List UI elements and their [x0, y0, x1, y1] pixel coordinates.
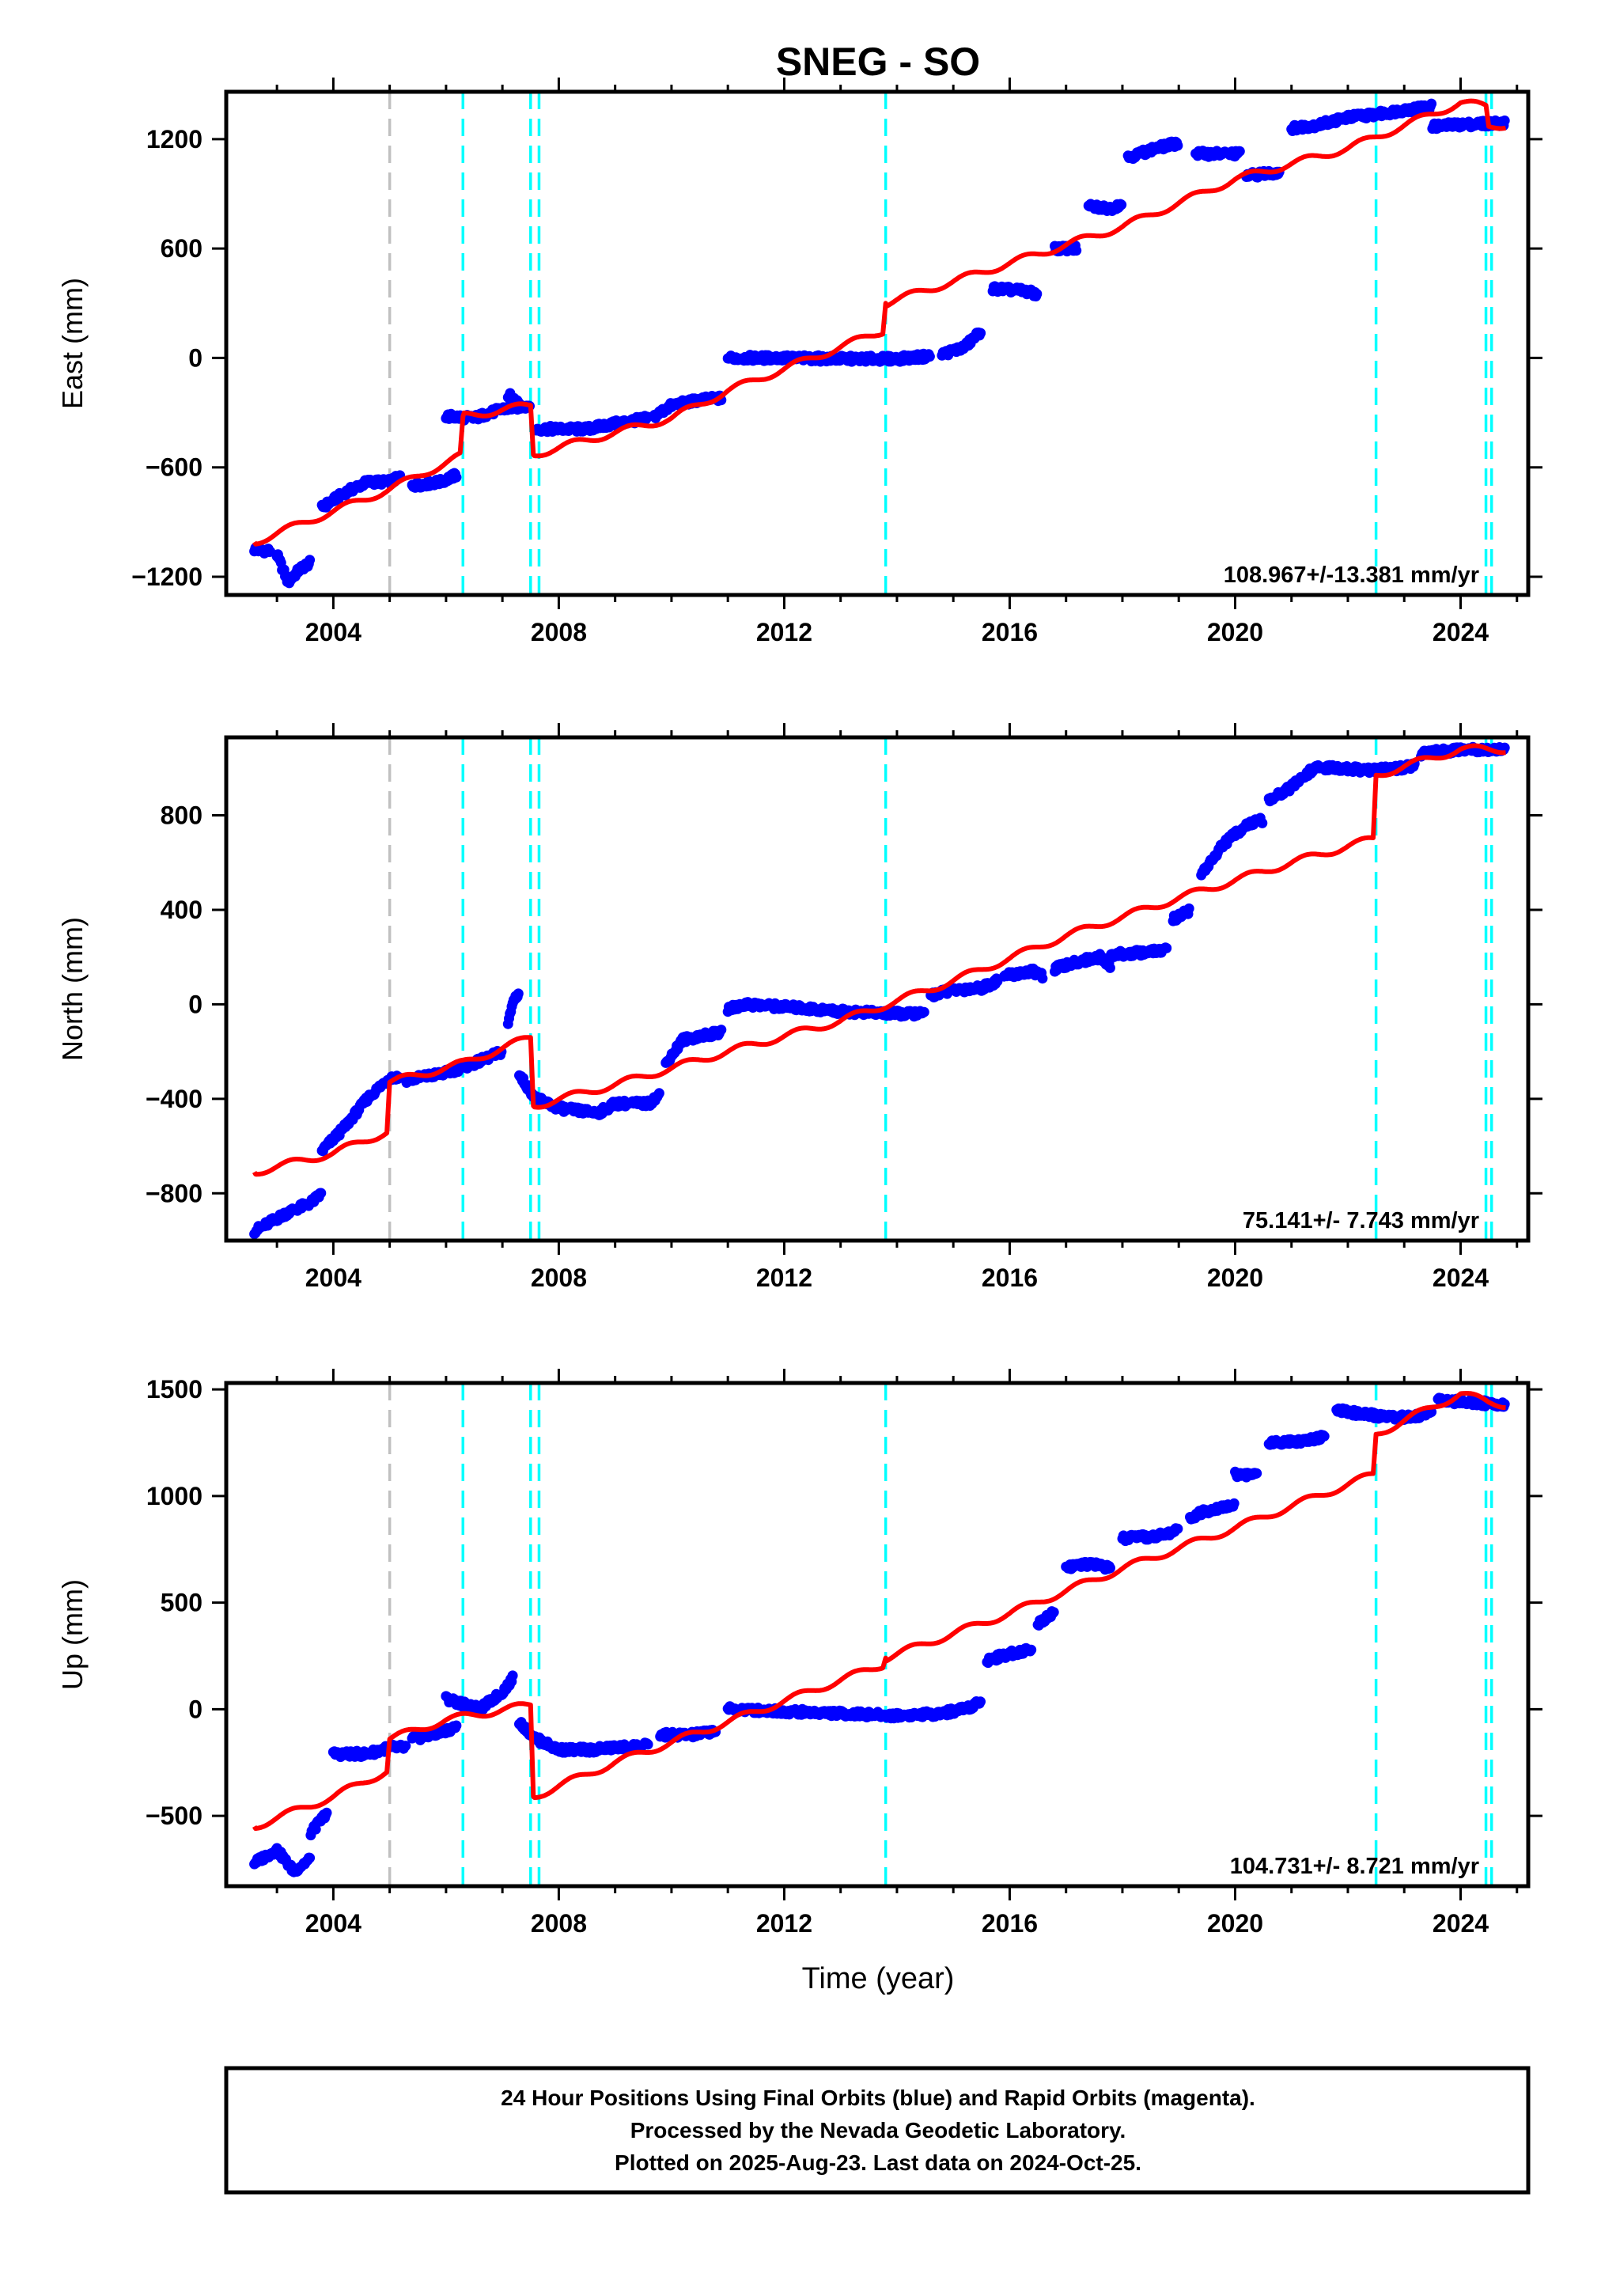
up-x-tick-label: 2004 — [305, 1909, 361, 1938]
east-position-dot — [1071, 245, 1082, 256]
north-y-tick-label: 800 — [161, 801, 202, 830]
east-x-tick-label: 2024 — [1433, 618, 1489, 646]
up-x-tick-label: 2016 — [982, 1909, 1038, 1938]
north-position-dot — [1257, 817, 1268, 828]
up-y-tick-label: −500 — [146, 1802, 202, 1830]
up-model-line — [252, 1391, 1508, 1832]
east-position-dot — [975, 328, 986, 339]
up-position-dot — [975, 1696, 986, 1707]
up-position-dot — [1319, 1430, 1330, 1442]
up-position-dot — [400, 1741, 411, 1752]
east-rate-label: 108.967+/-13.381 mm/yr — [1224, 563, 1479, 588]
east-position-dot — [1234, 146, 1245, 157]
east-x-tick-label: 2012 — [756, 618, 812, 646]
up-x-tick-label: 2024 — [1433, 1909, 1489, 1938]
up-panel: 2004 2008 2012 2016 2020 2024 −500 0 500 1000 1500… — [56, 1369, 1542, 1938]
north-daily-positions — [249, 741, 1510, 1240]
east-position-dot — [305, 555, 316, 566]
north-position-dot — [513, 988, 524, 999]
north-position-dot — [1104, 962, 1115, 973]
east-x-tick-label: 2020 — [1207, 618, 1263, 646]
up-position-dot — [642, 1739, 653, 1750]
east-y-tick-label: −600 — [146, 453, 202, 482]
up-position-dot — [1048, 1607, 1059, 1618]
east-x-tick-label: 2016 — [982, 618, 1038, 646]
up-y-tick-label: 1500 — [146, 1375, 202, 1404]
footer-line-3: Plotted on 2025-Aug-23. Last data on 202… — [615, 2150, 1141, 2175]
east-position-dot — [924, 351, 935, 362]
east-y-tick-label: −1200 — [131, 563, 202, 591]
north-position-dot — [1037, 973, 1048, 984]
up-position-dot — [321, 1807, 332, 1818]
x-axis-label: Time (year) — [802, 1962, 955, 1995]
up-x-tick-label: 2008 — [531, 1909, 587, 1938]
north-y-axis-label: North (mm) — [56, 917, 89, 1061]
north-position-dot — [653, 1088, 664, 1099]
footer-line-2: Processed by the Nevada Geodetic Laborat… — [630, 2118, 1126, 2143]
up-y-tick-label: 0 — [188, 1695, 202, 1723]
north-x-tick-label: 2024 — [1433, 1264, 1489, 1292]
east-position-dot — [1499, 116, 1510, 126]
north-position-dot — [716, 1025, 727, 1036]
east-y-tick-label: 600 — [161, 234, 202, 263]
east-position-dot — [1031, 289, 1043, 299]
north-y-tick-label: −800 — [146, 1179, 202, 1207]
east-y-axis-label: East (mm) — [56, 278, 89, 409]
north-panel: 2004 2008 2012 2016 2020 2024 −800 −400 0 400 800 N… — [56, 723, 1542, 1292]
up-x-tick-label: 2020 — [1207, 1909, 1263, 1938]
north-rate-label: 75.141+/- 7.743 mm/yr — [1243, 1208, 1479, 1233]
north-x-tick-label: 2012 — [756, 1264, 812, 1292]
footer-line-1: 24 Hour Positions Using Final Orbits (bl… — [501, 2086, 1255, 2110]
up-y-tick-label: 1000 — [146, 1482, 202, 1510]
footer-box — [224, 2066, 1531, 2195]
north-y-tick-label: 0 — [188, 990, 202, 1018]
north-y-tick-label: 400 — [161, 896, 202, 924]
up-position-dot — [1172, 1523, 1183, 1534]
north-x-tick-label: 2016 — [982, 1264, 1038, 1292]
up-x-tick-label: 2012 — [756, 1909, 812, 1938]
east-position-dot — [451, 472, 462, 483]
north-x-tick-label: 2008 — [531, 1264, 587, 1292]
up-y-tick-label: 500 — [161, 1589, 202, 1617]
up-position-dot — [451, 1720, 462, 1731]
up-daily-positions — [249, 1392, 1510, 1877]
up-position-dot — [507, 1670, 518, 1681]
north-x-tick-label: 2004 — [305, 1264, 361, 1292]
up-plot-frame — [224, 1381, 1531, 1889]
up-y-axis-label: Up (mm) — [56, 1579, 89, 1690]
east-y-tick-label: 0 — [188, 343, 202, 372]
east-x-tick-label: 2008 — [531, 618, 587, 646]
chart-title: SNEG - SO — [776, 40, 980, 84]
east-model-line — [252, 98, 1508, 547]
up-position-dot — [1026, 1644, 1037, 1655]
up-position-dot — [1105, 1563, 1115, 1574]
north-model-line — [252, 743, 1508, 1177]
north-x-tick-label: 2020 — [1207, 1264, 1263, 1292]
east-position-dot — [1116, 199, 1127, 210]
up-position-dot — [1228, 1498, 1240, 1509]
east-daily-positions — [249, 98, 1510, 589]
up-position-dot — [305, 1852, 316, 1863]
north-y-tick-label: −400 — [146, 1085, 202, 1113]
north-position-dot — [316, 1188, 327, 1199]
north-position-dot — [918, 1006, 929, 1017]
north-plot-frame — [224, 735, 1531, 1243]
east-panel: 2004 2008 2012 2016 2020 2024 −1200 −600 0 600 120… — [56, 78, 1542, 646]
north-position-dot — [1183, 903, 1194, 914]
east-y-tick-label: 1200 — [146, 125, 202, 153]
up-rate-label: 104.731+/- 8.721 mm/yr — [1230, 1854, 1479, 1879]
east-position-dot — [1172, 140, 1183, 151]
up-position-dot — [1251, 1468, 1262, 1479]
east-plot-frame — [224, 89, 1531, 597]
north-position-dot — [1161, 942, 1172, 953]
east-x-tick-label: 2004 — [305, 618, 361, 646]
north-position-dot — [1499, 742, 1510, 753]
east-position-dot — [1426, 98, 1437, 109]
